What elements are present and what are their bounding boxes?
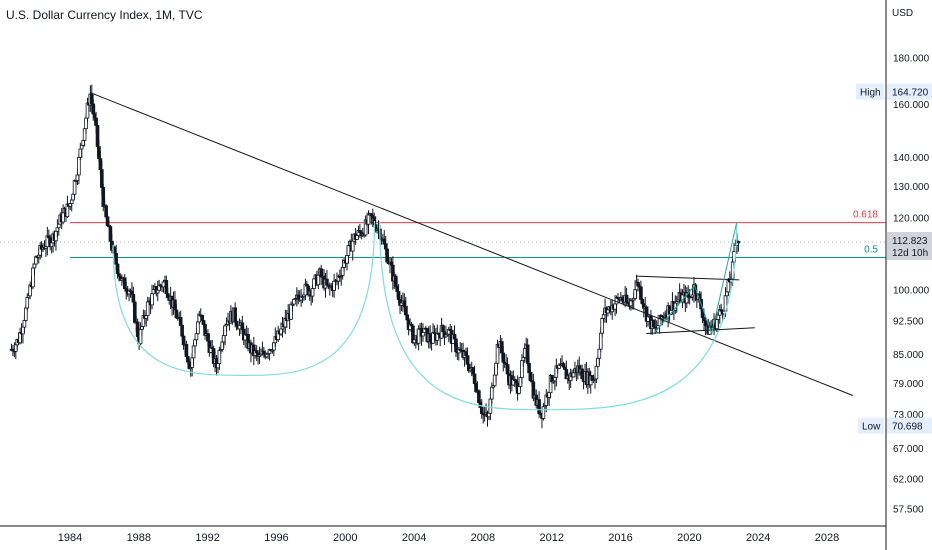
candle-body <box>69 199 74 204</box>
candle-body <box>145 301 150 317</box>
x-tick-label: 2000 <box>333 532 357 544</box>
x-tick-label: 2016 <box>608 532 632 544</box>
x-tick-label: 1988 <box>127 532 151 544</box>
candle-body <box>25 297 30 309</box>
y-tick-label: 140.000 <box>893 153 930 164</box>
y-tick-label: 85.000 <box>893 350 924 361</box>
trend-line <box>89 92 853 396</box>
x-tick-label: 1984 <box>58 532 82 544</box>
y-tick-label: 62.000 <box>893 475 924 486</box>
y-tick-label: 160.000 <box>893 100 930 111</box>
fib-level-label: 0.5 <box>864 244 878 255</box>
x-tick-label: 1996 <box>264 532 288 544</box>
candle-body <box>61 212 65 223</box>
y-tick-label: 57.500 <box>893 504 924 515</box>
low-marker: Low 70.698 <box>858 417 932 434</box>
candle-body <box>201 320 206 325</box>
x-tick-label: 2008 <box>471 532 495 544</box>
candle-body <box>150 293 154 306</box>
last-price-bg <box>887 232 932 261</box>
x-tick-label: 2004 <box>402 532 426 544</box>
candle-body <box>537 399 541 414</box>
x-tick-label: 2028 <box>815 532 839 544</box>
candle-body <box>94 117 98 126</box>
x-tick-label: 2020 <box>677 532 701 544</box>
candle-body <box>501 352 506 363</box>
harmonic-pattern-leg <box>654 285 695 333</box>
low-tag-label: Low <box>862 422 881 433</box>
candle-body <box>184 343 189 358</box>
y-tick-label: 180.000 <box>893 53 930 64</box>
y-tick-label: 100.000 <box>893 286 930 297</box>
candle-body <box>639 286 643 300</box>
high-value-bg <box>887 83 932 100</box>
cup-arc <box>112 220 376 376</box>
low-value: 70.698 <box>892 422 923 433</box>
candle-body <box>200 315 204 321</box>
triangle-line <box>646 327 755 334</box>
y-tick-label: 130.000 <box>893 182 930 193</box>
y-tick-label: 67.000 <box>893 444 924 455</box>
x-tick-label: 2012 <box>539 532 563 544</box>
candle-body <box>421 332 425 337</box>
high-marker: High 164.720 <box>856 83 932 100</box>
y-tick-label: 73.000 <box>893 410 924 421</box>
triangle-line <box>636 275 740 281</box>
candle-body <box>594 365 599 380</box>
chart-title: U.S. Dollar Currency Index, 1M, TVC <box>6 8 203 22</box>
cup-arc <box>379 220 738 411</box>
last-price-value: 112.823 <box>892 236 928 247</box>
high-tag-label: High <box>860 88 881 99</box>
candle-body <box>405 314 410 321</box>
low-tag-bg <box>858 417 884 434</box>
x-tick-label: 2024 <box>746 532 770 544</box>
y-tick-label: 79.000 <box>893 379 924 390</box>
candle <box>736 240 741 252</box>
y-tick-label: 120.000 <box>893 214 930 225</box>
x-tick-label: 1992 <box>195 532 219 544</box>
candle-body <box>325 278 329 286</box>
fib-level-label: 0.618 <box>853 210 878 221</box>
high-value: 164.720 <box>892 88 929 99</box>
high-tag-bg <box>856 83 884 100</box>
y-tick-label: 92.500 <box>893 316 924 327</box>
candle-body <box>57 223 61 229</box>
bar-countdown: 12d 10h <box>892 248 928 259</box>
candle-body <box>346 245 351 256</box>
currency-label: USD <box>892 8 913 19</box>
candle-body <box>736 241 741 244</box>
candle-body <box>441 325 445 333</box>
low-value-bg <box>887 417 932 434</box>
